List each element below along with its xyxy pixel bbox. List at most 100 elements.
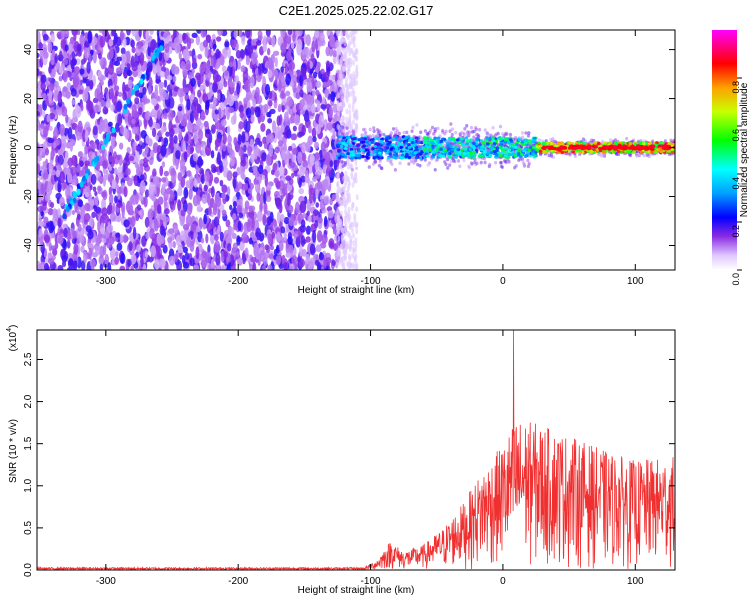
heat-cell <box>97 219 101 233</box>
heat-cell <box>305 253 311 263</box>
heat-cell <box>37 163 41 175</box>
heat-cell <box>333 113 337 122</box>
heat-cell <box>241 131 246 141</box>
heat-cell <box>250 114 255 123</box>
heat-cell <box>142 161 149 168</box>
heat-cell <box>210 186 215 198</box>
heat-cell <box>111 127 116 134</box>
heat-cell <box>108 202 113 215</box>
heat-cell <box>95 206 102 214</box>
heat-cell <box>296 39 303 52</box>
heat-cell <box>177 199 182 212</box>
heat-cell <box>182 69 188 76</box>
heat-cell <box>120 47 126 55</box>
heat-cell <box>314 259 320 267</box>
heat-cell <box>168 228 175 234</box>
heat-cell <box>312 176 318 182</box>
heat-cell <box>285 252 292 258</box>
heat-cell <box>145 144 149 154</box>
heat-cell <box>107 63 115 75</box>
heat-cell <box>302 161 307 168</box>
heat-cell <box>252 97 257 108</box>
heat-cell <box>355 194 359 201</box>
heat-cell <box>156 47 161 54</box>
heat-cell <box>122 37 127 47</box>
heat-cell <box>305 47 310 60</box>
heat-cell <box>192 195 199 207</box>
heat-cell <box>273 162 278 171</box>
heat-cell <box>325 46 331 57</box>
heat-cell <box>320 141 327 152</box>
heat-cell <box>266 111 271 118</box>
heat-cell <box>224 70 229 77</box>
heat-cell <box>315 188 319 200</box>
heat-cell <box>305 142 311 149</box>
heat-cell <box>155 134 159 141</box>
heat-cell <box>289 161 296 169</box>
heat-cell <box>326 62 330 68</box>
heat-cell <box>212 43 217 50</box>
heat-cell <box>458 164 462 169</box>
heat-cell <box>188 202 193 212</box>
heat-cell <box>432 132 436 136</box>
heat-cell <box>281 105 285 113</box>
heat-cell <box>469 125 474 130</box>
heat-cell <box>280 30 286 39</box>
heat-cell <box>178 52 182 60</box>
heat-cell <box>352 247 356 254</box>
spectrogram-heatmap <box>37 30 675 270</box>
heat-cell <box>287 204 294 214</box>
heat-cell <box>205 233 209 244</box>
heat-cell <box>345 77 349 84</box>
heat-cell <box>86 61 91 74</box>
heat-cell <box>205 60 211 74</box>
heat-cell <box>259 202 263 214</box>
heat-cell <box>252 261 257 270</box>
heat-cell <box>248 205 253 213</box>
heat-cell <box>102 174 107 187</box>
heat-cell <box>352 76 356 83</box>
heat-cell <box>39 104 43 114</box>
heat-cell <box>163 216 170 223</box>
heat-cell <box>198 128 204 141</box>
heat-cell <box>348 103 352 110</box>
heat-cell <box>110 87 114 100</box>
heat-cell <box>343 160 348 165</box>
heat-cell <box>347 206 351 213</box>
heat-cell <box>423 129 427 133</box>
heat-cell <box>231 39 235 47</box>
heat-cell <box>70 62 75 70</box>
heat-cell <box>42 201 47 207</box>
heat-cell <box>344 223 348 230</box>
heat-cell <box>296 256 302 263</box>
heat-cell <box>301 143 306 154</box>
heat-cell <box>345 88 349 95</box>
heat-cell <box>227 261 232 270</box>
heat-cell <box>92 50 97 64</box>
heat-cell <box>217 92 221 102</box>
heat-cell <box>211 50 215 56</box>
heat-cell <box>173 30 177 40</box>
heat-cell <box>336 183 340 190</box>
heat-cell <box>233 136 238 146</box>
heat-cell <box>185 214 192 227</box>
heat-cell <box>351 119 355 126</box>
heat-cell <box>205 34 211 41</box>
heat-cell <box>288 145 293 151</box>
heat-cell <box>292 125 297 132</box>
heat-cell <box>101 191 107 198</box>
heat-cell <box>446 166 450 170</box>
heat-cell <box>149 227 155 240</box>
heat-cell <box>345 108 349 115</box>
heat-cell <box>223 80 228 88</box>
heat-cell <box>42 88 46 94</box>
heat-cell <box>305 34 311 47</box>
heat-cell <box>121 205 125 219</box>
heat-cell <box>262 214 267 226</box>
heat-cell <box>256 210 263 222</box>
heat-cell <box>195 246 200 260</box>
heat-cell <box>138 30 142 38</box>
heat-cell <box>114 256 120 265</box>
heat-cell <box>224 41 230 48</box>
